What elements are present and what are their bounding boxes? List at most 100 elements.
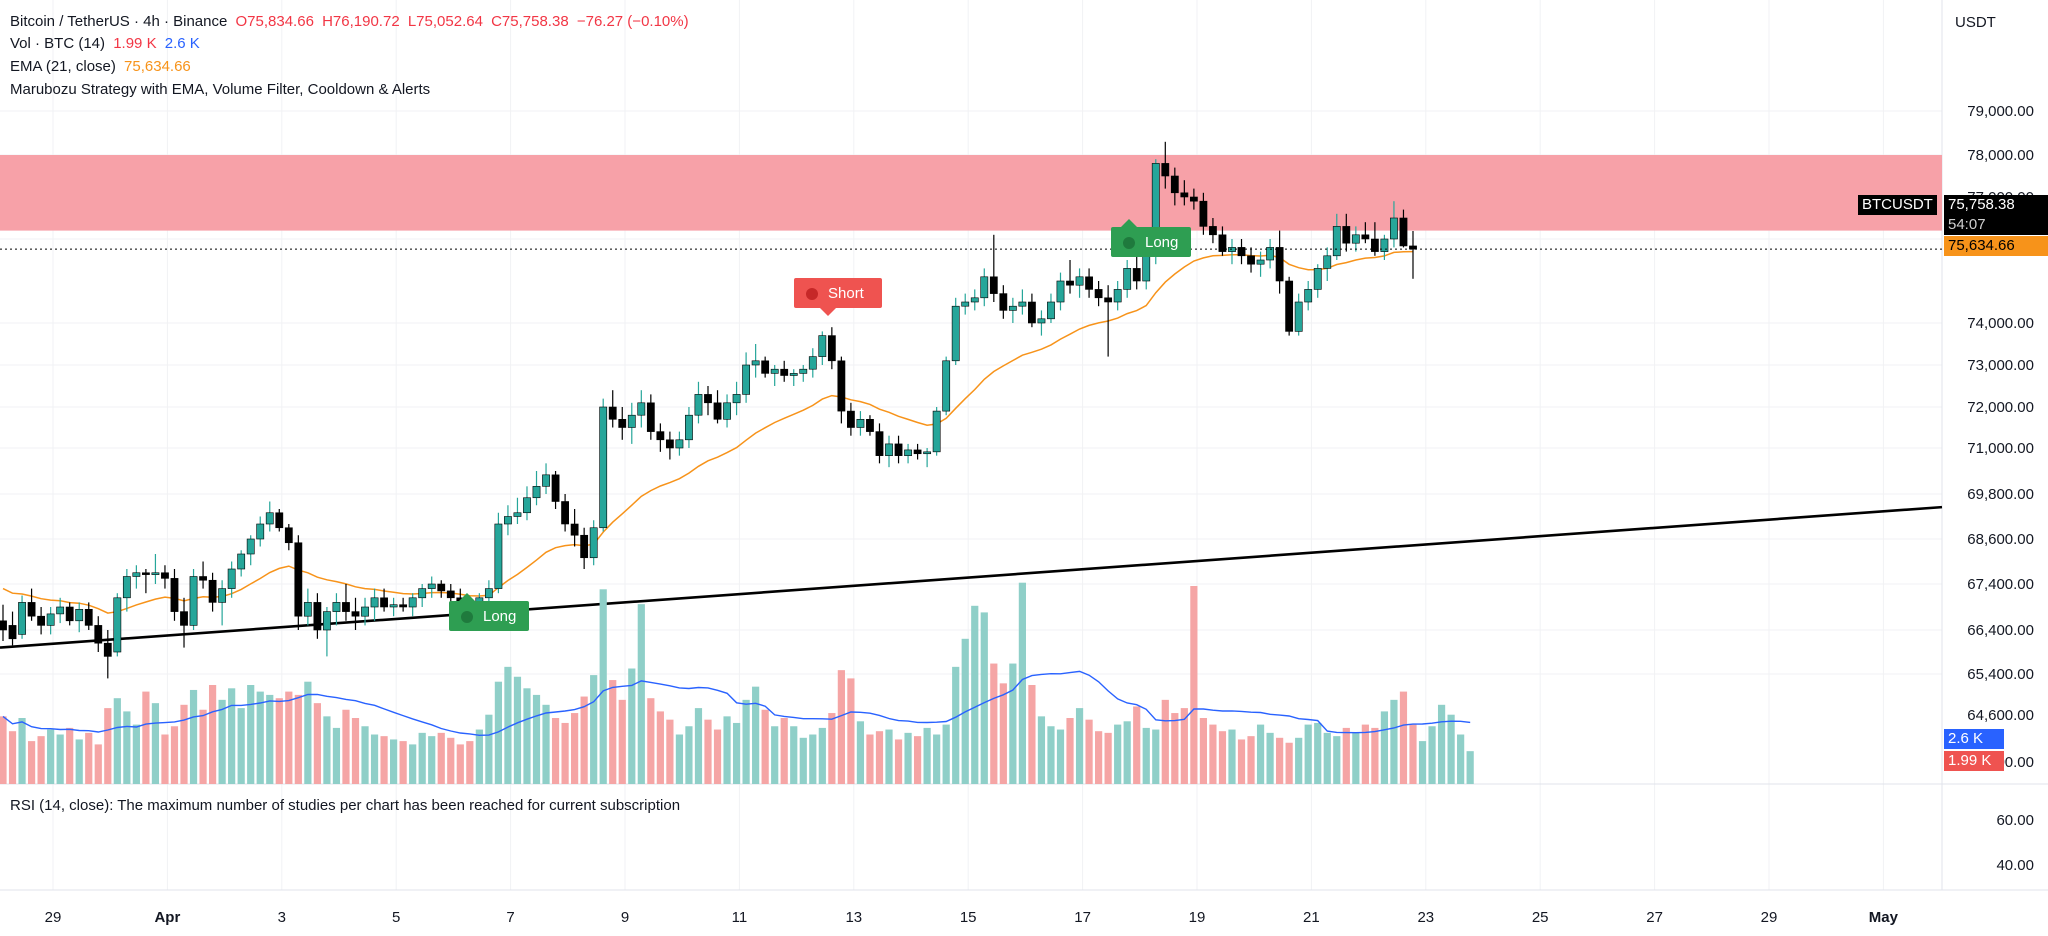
candle-body xyxy=(1237,247,1246,257)
volume-label[interactable]: Vol · BTC (14) xyxy=(10,35,106,52)
currency-label[interactable]: USDT xyxy=(1955,14,1996,31)
price-axis[interactable]: 79,000.0078,000.0077,000.0074,000.0073,0… xyxy=(1967,103,2034,771)
volume-bar xyxy=(1304,724,1312,784)
time-axis[interactable]: 29 Apr 3 5 7 9 11 13 15 17 19 21 23 25 27 29 May xyxy=(45,909,1899,926)
candle-body xyxy=(713,402,722,420)
time-label: 5 xyxy=(392,909,400,926)
candle-body xyxy=(999,293,1008,311)
candle-body xyxy=(704,394,712,404)
volume-bar xyxy=(742,699,750,784)
candle-body xyxy=(294,542,303,617)
volume-bar xyxy=(1152,729,1160,784)
candle-body xyxy=(732,394,741,404)
strategy-legend[interactable]: Marubozu Strategy with EMA, Volume Filte… xyxy=(10,80,430,100)
volume-bar xyxy=(1295,737,1303,784)
candle-body xyxy=(665,439,674,449)
candle-body xyxy=(189,576,198,626)
candle-body xyxy=(856,418,865,428)
candle-body xyxy=(608,406,617,420)
candle-body xyxy=(265,512,274,525)
time-label: 27 xyxy=(1646,909,1663,926)
signal-pointer xyxy=(820,308,836,316)
candle-body xyxy=(980,276,989,299)
volume-bar xyxy=(380,736,388,784)
volume-bar xyxy=(1085,719,1093,784)
candle-body xyxy=(37,615,46,626)
volume-bar xyxy=(1161,699,1169,784)
volume-bar xyxy=(1390,699,1398,784)
rsi-tick: 40.00 xyxy=(1996,857,2034,874)
candle-body xyxy=(1332,226,1341,257)
rsi-message: RSI (14, close): The maximum number of s… xyxy=(10,797,681,814)
symbol-legend[interactable]: Bitcoin / TetherUS · 4h · Binance O75,83… xyxy=(10,12,689,32)
price-tick: 69,800.00 xyxy=(1967,486,2034,503)
candle-body xyxy=(694,394,703,416)
volume-bar xyxy=(1380,711,1389,784)
signal-pointer xyxy=(1121,219,1137,227)
volume-bar xyxy=(1075,708,1084,784)
volume-bar xyxy=(1142,727,1150,784)
volume-bar xyxy=(1437,704,1446,784)
volume-bar xyxy=(952,666,960,784)
price-tick: 73,000.00 xyxy=(1967,357,2034,374)
volume-legend[interactable]: Vol · BTC (14) 1.99 K 2.6 K xyxy=(10,34,200,54)
candle-body xyxy=(1018,301,1027,307)
volume-bar xyxy=(27,741,36,784)
volume-bar xyxy=(1028,685,1036,784)
candle-body xyxy=(532,486,541,499)
volume-bar xyxy=(504,666,512,784)
volume-bar xyxy=(1266,732,1274,784)
signal-pointer xyxy=(459,593,475,601)
candle-body xyxy=(513,512,522,517)
volume-bar xyxy=(418,732,426,784)
candle-body xyxy=(847,410,855,428)
volume-bar xyxy=(1009,663,1017,784)
volume-bar xyxy=(323,716,331,784)
volume-bar xyxy=(189,689,198,784)
rsi-legend[interactable]: RSI (14, close): The maximum number of s… xyxy=(10,796,680,816)
candle-body xyxy=(799,368,808,374)
candle-body xyxy=(932,410,941,453)
volume-bar xyxy=(990,663,998,784)
ema-label[interactable]: EMA (21, close) xyxy=(10,58,116,75)
volume-bar xyxy=(1123,721,1131,784)
volume-bar xyxy=(1095,731,1103,784)
volume-bar xyxy=(456,744,464,784)
strategy-label[interactable]: Marubozu Strategy with EMA, Volume Filte… xyxy=(10,81,431,98)
volume-bar xyxy=(1457,734,1465,784)
volume-bar xyxy=(208,685,217,784)
volume-bar xyxy=(304,681,312,784)
ema-legend[interactable]: EMA (21, close) 75,634.66 xyxy=(10,57,191,77)
volume-bar xyxy=(590,675,598,784)
candle-body xyxy=(656,431,665,441)
volume-bar xyxy=(637,604,645,784)
candle-body xyxy=(208,579,217,603)
candle-body xyxy=(789,373,798,376)
signal-long: Long xyxy=(449,593,529,631)
volume-bar xyxy=(47,729,55,784)
volume-bar xyxy=(1237,739,1246,784)
candle-body xyxy=(923,451,932,455)
candle-body xyxy=(46,613,55,626)
volume-bar xyxy=(285,691,293,784)
symbol-title[interactable]: Bitcoin / TetherUS · 4h · Binance xyxy=(10,13,228,30)
signal-icon xyxy=(1123,237,1135,249)
candle-body xyxy=(866,418,874,432)
volume-bar xyxy=(494,681,503,784)
volume-bar xyxy=(56,734,64,784)
time-label: 7 xyxy=(506,909,514,926)
volume-bar xyxy=(170,726,179,784)
volume-bar xyxy=(342,709,350,784)
volume-bar xyxy=(1056,729,1065,784)
signal-box xyxy=(449,601,529,631)
candle-body xyxy=(18,602,26,635)
candle-body xyxy=(180,611,188,626)
candle-body xyxy=(484,588,493,599)
candle-body xyxy=(1161,163,1170,177)
volume-bar xyxy=(780,718,788,784)
volume-bar xyxy=(666,719,674,784)
candle-body xyxy=(237,553,246,570)
time-label: 29 xyxy=(1761,909,1778,926)
